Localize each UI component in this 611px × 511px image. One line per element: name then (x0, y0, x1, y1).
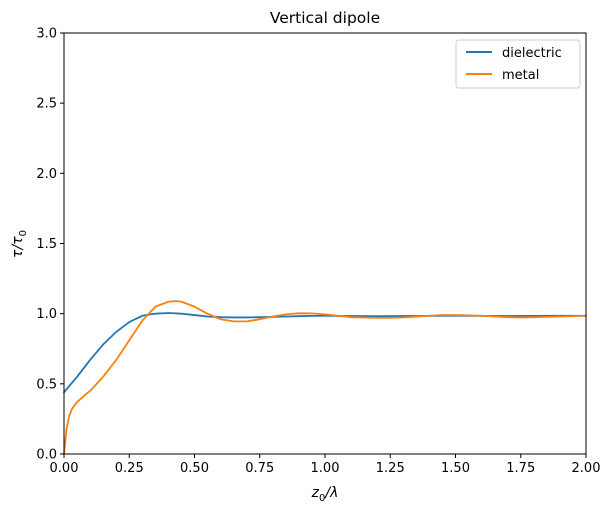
x-axis-title-sub: 0 (319, 493, 325, 504)
x-tick-label: 2.00 (572, 461, 601, 476)
series-line-metal (63, 300, 587, 455)
x-tick-label: 0.25 (115, 461, 144, 476)
legend-label-dielectric: dielectric (502, 46, 562, 61)
x-axis-title: z0/λ (311, 485, 339, 504)
x-tick-label: 1.50 (441, 461, 470, 476)
y-tick-label: 2.0 (36, 167, 57, 182)
x-tick-label: 0.75 (245, 461, 274, 476)
y-axis-title-base: τ/τ (10, 236, 26, 258)
legend: dielectric metal (455, 39, 581, 89)
y-tick-label: 1.0 (36, 307, 57, 322)
y-tick-label: 3.0 (36, 27, 57, 42)
chart-title: Vertical dipole (270, 9, 380, 27)
x-axis-title-rest: /λ (323, 485, 338, 501)
legend-label-metal: metal (502, 68, 539, 83)
x-axis-title-base: z (311, 485, 320, 501)
y-tick-label: 0.0 (36, 448, 57, 463)
x-tick-label: 1.25 (376, 461, 405, 476)
y-tick-label: 0.5 (36, 377, 57, 392)
x-axis-ticks: 0.00 0.25 0.50 0.75 1.00 1.25 1.50 1.75 2.00 (50, 454, 601, 476)
x-tick-label: 1.75 (506, 461, 535, 476)
series-layer (63, 300, 587, 455)
y-axis-ticks: 0.0 0.5 1.0 1.5 2.0 2.5 3.0 (36, 27, 64, 463)
x-tick-label: 1.00 (311, 461, 340, 476)
y-axis-title: τ/τ0 (10, 230, 29, 258)
x-tick-label: 0.00 (50, 461, 79, 476)
y-axis-title-sub: 0 (18, 230, 29, 236)
y-tick-label: 2.5 (36, 97, 57, 112)
y-tick-label: 1.5 (36, 237, 57, 252)
x-tick-label: 0.50 (180, 461, 209, 476)
